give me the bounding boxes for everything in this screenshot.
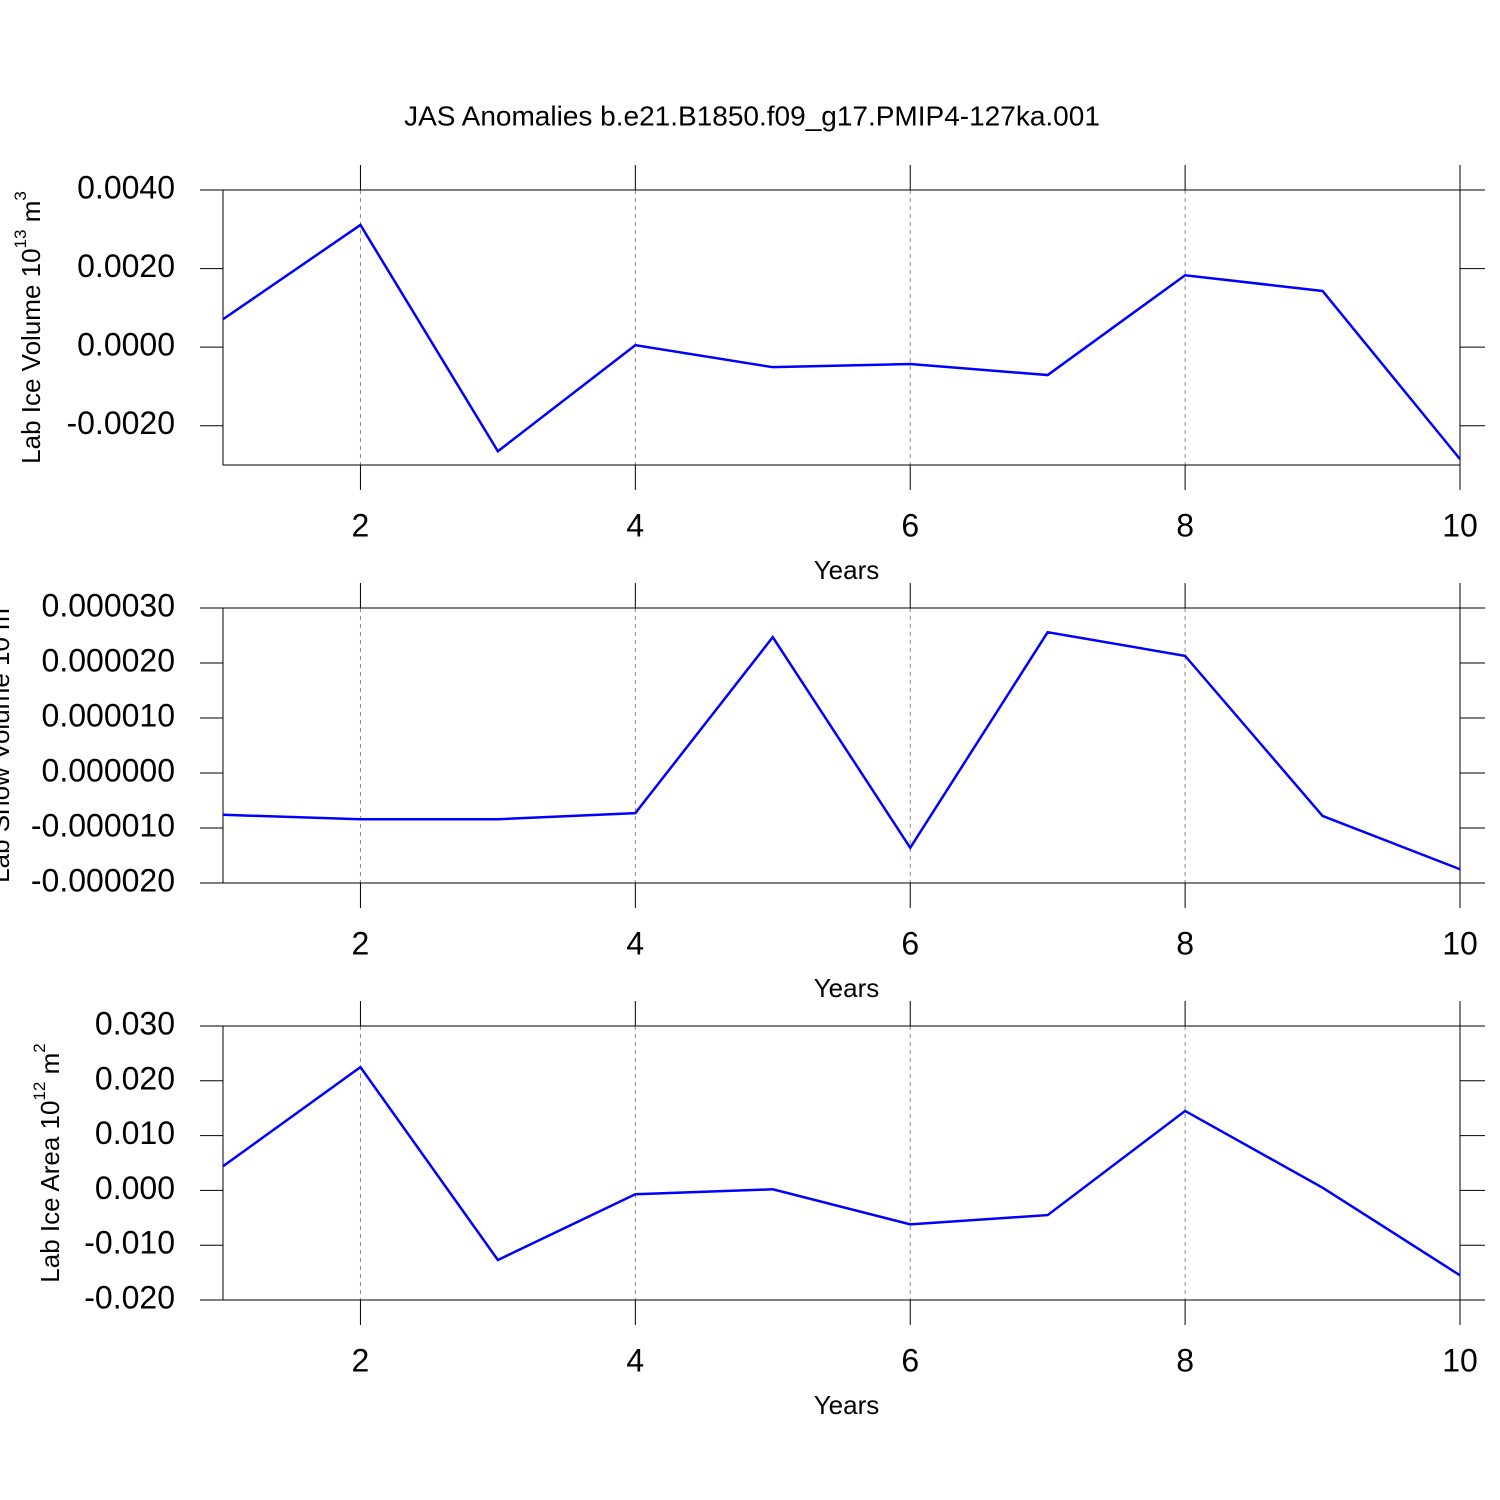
y-tick-label: 0.0040 — [77, 169, 175, 205]
y-tick-label: -0.010 — [84, 1225, 175, 1261]
x-tick-label: 8 — [1176, 925, 1194, 961]
y-axis-label: Lab Ice Area 1012 m2 — [30, 1043, 64, 1282]
y-axis-label-superscript: 12 — [30, 1082, 49, 1101]
y-axis-label-superscript: 13 — [11, 230, 30, 249]
x-tick-label: 6 — [901, 507, 919, 543]
y-tick-label: 0.000010 — [42, 697, 175, 733]
y-axis-label-part: m — [0, 608, 15, 637]
y-tick-label: -0.020 — [84, 1279, 175, 1315]
y-tick-label: 0.030 — [95, 1005, 175, 1041]
data-line — [222, 630, 1461, 871]
x-tick-label: 4 — [626, 1342, 644, 1378]
y-tick-label: 0.000 — [95, 1170, 175, 1206]
x-tick-label: 4 — [626, 507, 644, 543]
x-tick-label: 10 — [1442, 925, 1478, 961]
y-axis-label-part: m — [35, 1053, 65, 1082]
plot-frame — [222, 607, 1461, 884]
x-tick-label: 8 — [1176, 1342, 1194, 1378]
y-tick-label: -0.000010 — [31, 807, 175, 843]
x-tick-label: 10 — [1442, 507, 1478, 543]
y-tick-label: 0.000030 — [42, 587, 175, 623]
plot-frame — [222, 189, 1461, 466]
y-tick-label: 0.010 — [95, 1115, 175, 1151]
x-tick-label: 10 — [1442, 1342, 1478, 1378]
x-axis-label: Years — [814, 973, 880, 1003]
y-tick-label: -0.000020 — [31, 862, 175, 898]
y-axis-label-part: m — [16, 201, 46, 230]
x-tick-label: 4 — [626, 925, 644, 961]
y-tick-label: 0.0020 — [77, 248, 175, 284]
y-tick-label: 0.000000 — [42, 752, 175, 788]
y-tick-label: 0.020 — [95, 1060, 175, 1096]
x-tick-label: 2 — [352, 507, 370, 543]
y-axis-label-part: Lab Ice Area 10 — [35, 1101, 65, 1283]
y-axis-label: Lab Snow Volume 10 m — [0, 608, 15, 883]
x-tick-label: 6 — [901, 1342, 919, 1378]
y-tick-label: 0.0000 — [77, 327, 175, 363]
y-tick-label: -0.0020 — [66, 405, 175, 441]
x-tick-label: 8 — [1176, 507, 1194, 543]
figure-title: JAS Anomalies b.e21.B1850.f09_g17.PMIP4-… — [404, 100, 1100, 131]
y-axis-label: Lab Ice Volume 1013 m3 — [11, 191, 45, 464]
y-axis-label-superscript: 3 — [11, 191, 30, 200]
plot-frame — [222, 1025, 1461, 1301]
x-axis-label: Years — [814, 555, 880, 585]
x-tick-label: 2 — [352, 1342, 370, 1378]
x-axis-label: Years — [814, 1390, 880, 1420]
x-tick-label: 6 — [901, 925, 919, 961]
data-line — [222, 1065, 1461, 1277]
y-axis-label-superscript: 2 — [30, 1043, 49, 1052]
x-tick-label: 2 — [352, 925, 370, 961]
y-axis-label-part: Lab Snow Volume 10 — [0, 637, 15, 883]
y-axis-label-part: Lab Ice Volume 10 — [16, 248, 46, 463]
y-tick-label: 0.000020 — [42, 642, 175, 678]
data-line — [222, 223, 1461, 460]
